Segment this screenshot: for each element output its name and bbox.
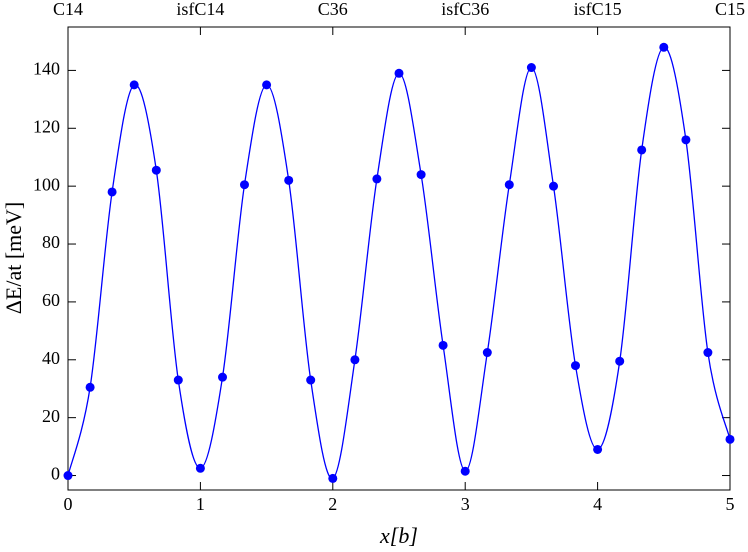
- point: [239, 180, 249, 190]
- point: [63, 471, 73, 481]
- point: [328, 473, 338, 483]
- point: [615, 356, 625, 366]
- top-tick-label: C36: [318, 0, 348, 19]
- point: [703, 348, 713, 358]
- point: [659, 42, 669, 52]
- point: [173, 375, 183, 385]
- point: [195, 463, 205, 473]
- point: [85, 382, 95, 392]
- point: [262, 80, 272, 90]
- x-tick-label: 3: [461, 494, 470, 514]
- point: [438, 340, 448, 350]
- y-tick-label: 80: [42, 232, 60, 252]
- point: [218, 372, 228, 382]
- point: [526, 63, 536, 73]
- top-tick-label: isfC15: [574, 0, 622, 19]
- point: [725, 434, 735, 444]
- point: [416, 170, 426, 180]
- point: [570, 361, 580, 371]
- top-tick-label: C15: [715, 0, 745, 19]
- point: [129, 80, 139, 90]
- x-tick-label: 1: [196, 494, 205, 514]
- point: [637, 145, 647, 155]
- curve: [67, 46, 731, 480]
- point: [350, 355, 360, 365]
- y-tick-label: 60: [42, 290, 60, 310]
- point: [284, 175, 294, 185]
- point: [460, 466, 470, 476]
- y-tick-label: 20: [42, 406, 60, 426]
- point: [372, 174, 382, 184]
- point: [394, 68, 404, 78]
- point: [549, 181, 559, 191]
- y-axis-label: ΔE/at [meV]: [1, 202, 26, 315]
- x-tick-label: 4: [593, 494, 602, 514]
- top-tick-label: isfC14: [176, 0, 224, 19]
- y-tick-label: 140: [33, 59, 60, 79]
- y-tick-label: 100: [33, 174, 60, 194]
- x-tick-label: 5: [726, 494, 735, 514]
- plot-frame: [67, 26, 731, 491]
- top-tick-label: isfC36: [441, 0, 489, 19]
- x-tick-label: 2: [328, 494, 337, 514]
- top-tick-label: C14: [53, 0, 83, 19]
- point: [107, 187, 117, 197]
- point: [482, 348, 492, 358]
- x-axis-label: x[b]: [379, 523, 418, 548]
- point: [504, 180, 514, 190]
- y-tick-label: 40: [42, 348, 60, 368]
- point: [151, 165, 161, 175]
- point: [306, 375, 316, 385]
- y-tick-label: 0: [51, 464, 60, 484]
- x-tick-label: 0: [64, 494, 73, 514]
- y-tick-label: 120: [33, 116, 60, 136]
- point: [593, 444, 603, 454]
- point: [681, 135, 691, 145]
